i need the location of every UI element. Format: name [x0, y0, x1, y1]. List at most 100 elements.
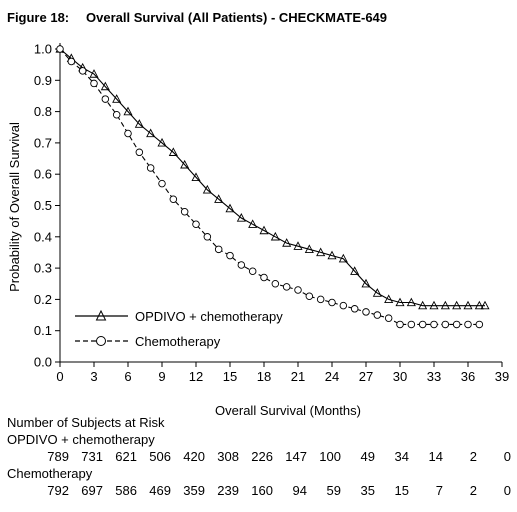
data-point-opdivo — [384, 294, 394, 304]
data-point-opdivo — [214, 194, 224, 203]
risk-count: 506 — [149, 449, 171, 464]
data-point-chemotherapy — [135, 148, 144, 157]
data-point-opdivo — [350, 266, 360, 275]
data-point-chemotherapy — [248, 267, 257, 275]
x-axis-title: Overall Survival (Months) — [215, 403, 361, 418]
legend-item-opdivo: OPDIVO + chemotherapy — [75, 309, 283, 324]
data-point-chemotherapy — [396, 320, 404, 329]
data-point-opdivo — [327, 250, 337, 260]
risk-count: 359 — [183, 483, 205, 498]
data-point-chemotherapy — [146, 164, 155, 172]
data-point-chemotherapy — [339, 301, 348, 310]
data-point-chemotherapy — [384, 314, 393, 322]
data-point-chemotherapy — [350, 305, 359, 313]
risk-count: 147 — [285, 449, 307, 464]
data-point-opdivo — [123, 106, 133, 116]
data-point-chemotherapy — [180, 208, 189, 216]
data-point-chemotherapy — [192, 220, 200, 229]
x-tick-label: 0 — [56, 369, 63, 384]
y-tick-label: 0.9 — [34, 73, 52, 88]
risk-row-label-chemotherapy: Chemotherapy — [7, 466, 93, 481]
x-ticks: 0 3 6 9 12 15 18 21 24 27 30 33 36 39 — [56, 362, 509, 384]
chart-title: Overall Survival (All Patients) - CHECKM… — [86, 10, 387, 25]
y-tick-label: 0.1 — [34, 323, 52, 338]
risk-count: 789 — [47, 449, 69, 464]
data-point-opdivo — [282, 238, 292, 247]
data-point-opdivo — [474, 300, 484, 310]
y-ticks: 0.0 0.1 0.2 0.3 0.4 0.5 0.6 0.7 0.8 0.9 1.0 — [34, 42, 60, 370]
data-point-chemotherapy — [305, 292, 314, 301]
y-tick-label: 0.5 — [34, 198, 52, 213]
data-point-chemotherapy — [271, 280, 280, 288]
risk-count: 35 — [361, 483, 375, 498]
data-point-opdivo — [338, 253, 348, 263]
risk-count: 621 — [115, 449, 137, 464]
data-point-opdivo — [463, 300, 473, 310]
data-point-opdivo — [146, 128, 156, 138]
risk-count: 100 — [319, 449, 341, 464]
risk-count: 7 — [436, 483, 443, 498]
data-point-opdivo — [372, 288, 382, 297]
data-point-opdivo — [304, 244, 314, 253]
data-point-opdivo — [418, 300, 428, 310]
risk-count: 0 — [504, 483, 511, 498]
risk-count: 239 — [217, 483, 239, 498]
data-point-chemotherapy — [475, 320, 484, 329]
y-tick-label: 0.7 — [34, 135, 52, 150]
y-tick-label: 0.8 — [34, 104, 52, 119]
risk-count: 2 — [470, 483, 477, 498]
data-point-opdivo — [100, 81, 110, 91]
data-point-opdivo — [180, 159, 190, 169]
data-point-opdivo — [225, 203, 235, 213]
data-point-chemotherapy — [418, 320, 427, 329]
risk-row-label-opdivo: OPDIVO + chemotherapy — [7, 432, 155, 447]
risk-count: 94 — [293, 483, 307, 498]
series-line-chemotherapy — [59, 48, 480, 325]
x-tick-label: 6 — [124, 369, 131, 384]
risk-count: 226 — [251, 449, 273, 464]
series-opdivo — [55, 44, 490, 310]
risk-table: Number of Subjects at Risk OPDIVO + chem… — [7, 415, 511, 498]
risk-count: 469 — [149, 483, 171, 498]
data-point-chemotherapy — [169, 195, 178, 203]
series-layer — [55, 44, 490, 329]
risk-count: 697 — [81, 483, 103, 498]
x-tick-label: 24 — [325, 369, 339, 384]
data-point-chemotherapy — [112, 110, 121, 119]
data-point-chemotherapy — [56, 45, 64, 53]
data-point-chemotherapy — [407, 320, 416, 329]
series-chemotherapy — [56, 45, 484, 329]
data-point-opdivo — [259, 225, 269, 235]
data-point-opdivo — [452, 300, 462, 310]
data-point-opdivo — [480, 300, 490, 310]
data-point-chemotherapy — [90, 79, 98, 88]
data-point-opdivo — [395, 297, 405, 307]
legend-item-chemotherapy: Chemotherapy — [75, 334, 221, 349]
data-point-chemotherapy — [237, 261, 246, 269]
data-point-chemotherapy — [124, 129, 132, 138]
risk-count: 586 — [115, 483, 137, 498]
risk-row-chemotherapy: 792 697 586 469 359 239 160 94 59 35 15 7 2 0 — [47, 483, 511, 498]
risk-count: 0 — [504, 449, 511, 464]
x-tick-label: 9 — [158, 369, 165, 384]
risk-count: 59 — [327, 483, 341, 498]
risk-row-opdivo: 789 731 621 506 420 308 226 147 100 49 34 14 2 0 — [47, 449, 511, 464]
data-point-chemotherapy — [203, 233, 212, 241]
risk-count: 160 — [251, 483, 273, 498]
data-point-opdivo — [89, 69, 99, 78]
data-point-opdivo — [157, 137, 167, 147]
data-point-opdivo — [202, 184, 212, 194]
x-tick-label: 18 — [257, 369, 271, 384]
data-point-chemotherapy — [430, 320, 438, 329]
y-tick-label: 1.0 — [34, 42, 52, 57]
risk-count: 420 — [183, 449, 205, 464]
data-point-opdivo — [191, 172, 201, 181]
data-point-opdivo — [112, 94, 122, 103]
data-point-chemotherapy — [362, 308, 370, 316]
risk-count: 49 — [361, 449, 375, 464]
risk-count: 34 — [395, 449, 409, 464]
data-point-opdivo — [248, 219, 258, 228]
x-tick-label: 15 — [223, 369, 237, 384]
data-point-chemotherapy — [452, 320, 461, 329]
